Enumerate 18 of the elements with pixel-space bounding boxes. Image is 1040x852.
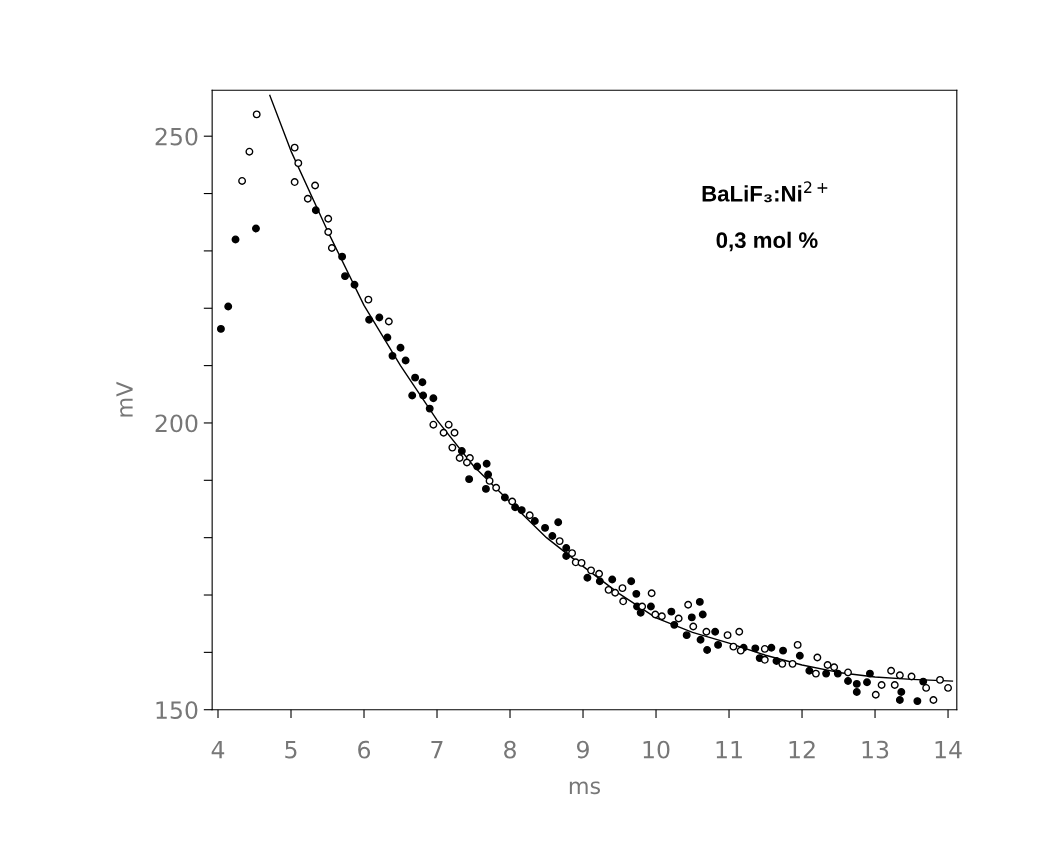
x-tick-label: 7 [431,741,443,759]
y-tick-label: 200 [155,414,198,433]
x-tick-label: 6 [358,740,371,759]
x-tick-label: 8 [504,740,516,759]
x-tick-label: 9 [577,740,589,759]
x-tick-label: 14 [935,741,962,759]
x-tick-label: 11 [716,741,742,759]
annotation: 0,3 mol % [716,231,818,252]
x-tick-label: 4 [211,741,225,759]
x-tick-label: 10 [643,740,670,759]
annotation: BaLiF₃:Ni$^{2+}$ [702,181,828,203]
y-tick-label: 150 [156,701,198,720]
x-axis-title: ms [569,781,601,795]
x-tick-label: 12 [789,740,815,759]
y-tick-label: 250 [155,127,198,146]
x-tick-label: 13 [862,740,889,759]
x-tick-label: 5 [285,741,297,759]
y-axis-title: mV [116,381,133,417]
